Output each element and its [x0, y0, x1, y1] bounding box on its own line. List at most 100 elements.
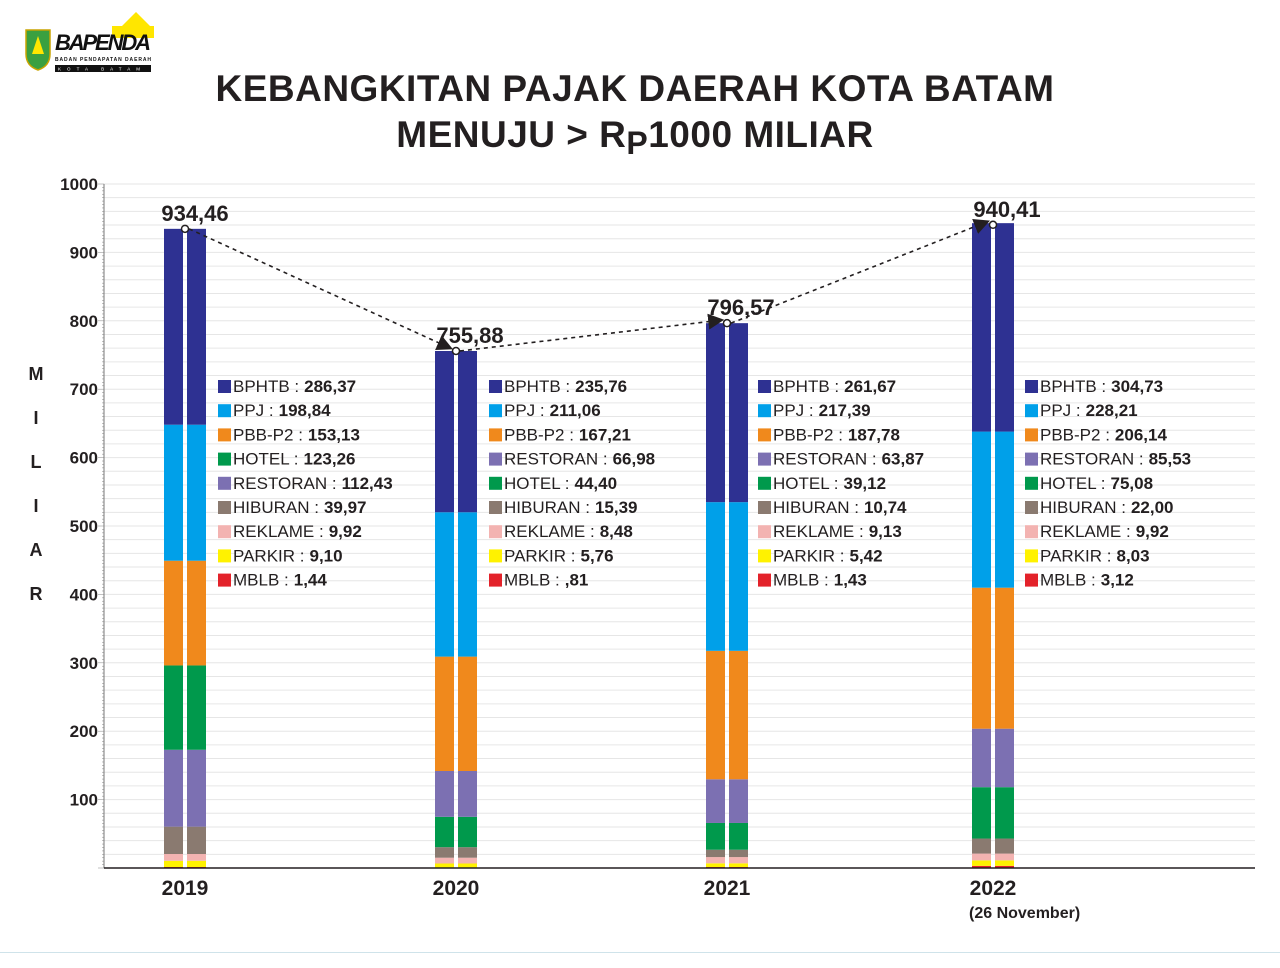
legend-swatch-pbb-p2 — [218, 428, 231, 442]
total-label: 940,41 — [973, 197, 1040, 222]
bar-segment-bphtb — [435, 350, 454, 513]
legend-value: 9,92 — [329, 522, 362, 541]
legend-value: 228,21 — [1086, 401, 1138, 420]
bar-segment-mblb — [972, 865, 991, 868]
y-tick-label: 200 — [70, 722, 98, 741]
bar-segment-ppj — [706, 502, 725, 651]
bar-segment-pbb-p2 — [187, 560, 206, 666]
bar-segment-hiburan — [458, 847, 477, 858]
legend-swatch-reklame — [218, 525, 231, 539]
legend-swatch-mblb — [218, 573, 231, 587]
bar-segment-parkir — [995, 860, 1014, 866]
legend-swatch-bphtb — [758, 380, 771, 393]
legend-label: MBLB : — [773, 571, 829, 590]
legend-swatch-hiburan — [758, 501, 771, 514]
legend-label: PPJ : — [1040, 401, 1081, 420]
legend-value: 8,03 — [1116, 546, 1149, 565]
legend-label: PARKIR : — [233, 546, 304, 565]
bar-segment-parkir — [972, 860, 991, 866]
bar-segment-ppj — [164, 424, 183, 561]
legend-label: RESTORAN : — [233, 474, 337, 493]
bar-segment-restoran — [458, 770, 477, 817]
legend-swatch-ppj — [758, 404, 771, 418]
legend-label: PPJ : — [504, 401, 545, 420]
legend-value: 9,92 — [1136, 522, 1169, 541]
legend-label: HOTEL : — [504, 474, 570, 493]
y-tick-label: 700 — [70, 380, 98, 399]
x-tick-note: (26 November) — [969, 905, 1080, 922]
legend-value: 5,42 — [849, 546, 882, 565]
legend-label: REKLAME : — [1040, 522, 1131, 541]
legend-swatch-parkir — [758, 549, 771, 563]
legend-label: HOTEL : — [773, 474, 839, 493]
legend-swatch-bphtb — [1025, 380, 1038, 393]
bar-segment-pbb-p2 — [995, 587, 1014, 729]
legend-value: 167,21 — [579, 425, 631, 444]
legend-value: 1,43 — [834, 571, 867, 590]
legend-swatch-restoran — [218, 476, 231, 490]
legend-value: 8,48 — [600, 522, 633, 541]
bar-segment-parkir — [729, 863, 748, 868]
legend-label: HOTEL : — [233, 450, 299, 469]
legend-swatch-restoran — [758, 452, 771, 466]
bar-segment-reklame — [187, 854, 206, 861]
legend-value: 39,97 — [324, 498, 367, 517]
bar-segment-ppj — [995, 431, 1014, 588]
bar-segment-hotel — [729, 822, 748, 850]
bar-segment-ppj — [435, 512, 454, 657]
legend-label: RESTORAN : — [1040, 450, 1144, 469]
title-suffix: 1000 MILIAR — [648, 114, 874, 155]
legend-swatch-pbb-p2 — [1025, 428, 1038, 442]
total-marker — [180, 224, 190, 234]
x-tick-label: 2020 — [433, 877, 480, 900]
bar-segment-parkir — [458, 863, 477, 868]
legend-label: PBB-P2 : — [1040, 425, 1110, 444]
legend-value: 211,06 — [550, 401, 601, 420]
chart-title-line1: KEBANGKITAN PAJAK DAERAH KOTA BATAM — [215, 68, 1055, 109]
legend-label: PPJ : — [233, 401, 274, 420]
legend-label: MBLB : — [504, 571, 560, 590]
legend-swatch-ppj — [1025, 404, 1038, 418]
legend-label: RESTORAN : — [773, 450, 877, 469]
legend-value: 66,98 — [613, 450, 656, 469]
svg-text:KOTA BATAM: KOTA BATAM — [58, 67, 148, 72]
legend-swatch-hotel — [758, 476, 771, 490]
bar-segment-hotel — [972, 787, 991, 839]
legend-swatch-pbb-p2 — [489, 428, 502, 442]
trend-arrow — [459, 313, 725, 352]
legend-label: PBB-P2 : — [773, 425, 843, 444]
x-tick-label: 2019 — [162, 877, 209, 900]
legend-label: PARKIR : — [1040, 546, 1111, 565]
bar-segment-hiburan — [164, 826, 183, 855]
bar-segment-parkir — [187, 860, 206, 868]
bar-segment-restoran — [995, 728, 1014, 788]
legend-swatch-restoran — [489, 452, 502, 466]
legend-swatch-hotel — [218, 452, 231, 466]
bar-segment-pbb-p2 — [164, 560, 183, 666]
bar-segment-restoran — [164, 749, 183, 827]
chart-title-line2: MENUJU > R P 1000 MILIAR — [0, 114, 1270, 161]
legend-value: 217,39 — [819, 401, 871, 420]
legend-value: 1,44 — [294, 571, 328, 590]
bar-segment-hiburan — [706, 849, 725, 858]
y-tick-label: 800 — [70, 312, 98, 331]
y-tick-label: 300 — [70, 654, 98, 673]
legend-swatch-ppj — [218, 404, 231, 418]
legend-label: HIBURAN : — [1040, 498, 1126, 517]
bar-segment-ppj — [972, 431, 991, 588]
svg-text:BADAN PENDAPATAN DAERAH: BADAN PENDAPATAN DAERAH — [55, 57, 151, 63]
legend-swatch-hiburan — [218, 501, 231, 514]
bar-segment-hiburan — [972, 838, 991, 854]
x-tick-label: 2021 — [704, 877, 751, 900]
y-axis-label-letter: M — [29, 364, 44, 384]
legend-label: MBLB : — [1040, 571, 1096, 590]
y-tick-label: 100 — [70, 791, 98, 810]
y-axis-label-letter: R — [30, 584, 43, 604]
legend-value: 187,78 — [848, 425, 900, 444]
bar-segment-pbb-p2 — [458, 656, 477, 771]
legend-value: 304,73 — [1111, 377, 1163, 396]
bar-segment-restoran — [187, 749, 206, 827]
legend-label: PPJ : — [773, 401, 814, 420]
bar-segment-pbb-p2 — [435, 656, 454, 771]
